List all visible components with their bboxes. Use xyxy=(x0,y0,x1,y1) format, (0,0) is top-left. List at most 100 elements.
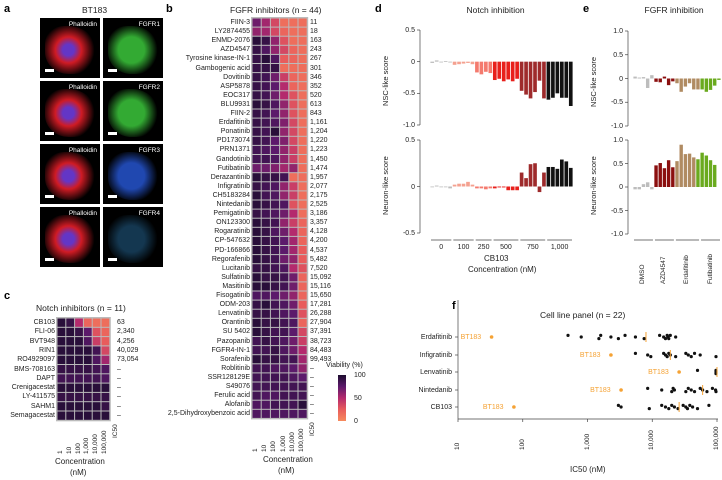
heatmap-cell xyxy=(280,364,289,373)
heatmap-cell xyxy=(252,182,261,191)
stain-label: FGFR2 xyxy=(138,84,160,91)
heatmap-cell xyxy=(280,409,289,418)
heatmap-cell xyxy=(83,327,92,337)
scale-bar xyxy=(108,258,117,261)
drug-label: ON123300 xyxy=(216,219,250,227)
heatmap-cell xyxy=(261,27,270,36)
heatmap-cell xyxy=(289,337,298,346)
drug-label: Infigratinib xyxy=(217,182,250,190)
heatmap-cell xyxy=(66,337,75,346)
ic50-value: 4,537 xyxy=(310,246,328,254)
drug-label: FIIN-3 xyxy=(230,19,250,26)
drug-label: Rogaratinib xyxy=(214,228,250,236)
drug-label: Sorafenib xyxy=(220,355,250,363)
panel-c-xlabel: Concentration xyxy=(55,457,105,466)
cell-line-point xyxy=(707,403,711,407)
heatmap-cell xyxy=(66,365,75,374)
heatmap-cell xyxy=(270,327,280,336)
cell-line-point xyxy=(714,355,718,359)
bar-grey xyxy=(434,60,439,62)
bar-crimson xyxy=(662,168,667,187)
ic50-value: 3,186 xyxy=(310,210,328,218)
bt183-label: BT183 xyxy=(590,386,611,394)
panel-b-xunit: (nM) xyxy=(278,466,295,475)
bar-red xyxy=(501,186,506,188)
cell-line-point xyxy=(672,388,677,392)
heatmap-cell xyxy=(298,191,307,200)
heatmap-cell xyxy=(280,227,289,236)
y-tick-label: 0.5 xyxy=(613,160,623,168)
heatmap-cell xyxy=(101,346,110,355)
bar-salmon xyxy=(470,61,475,65)
bar-red xyxy=(501,61,506,82)
bar-lightred xyxy=(484,61,488,72)
heatmap-cell xyxy=(298,82,307,91)
heatmap-cell xyxy=(298,45,307,54)
cell-line-point xyxy=(685,407,690,411)
drug-label: LY2874455 xyxy=(214,28,250,36)
bar-tan xyxy=(679,78,683,92)
heatmap-cell xyxy=(92,402,101,411)
bar-red xyxy=(506,61,511,80)
ic50-value: 3,357 xyxy=(310,219,328,227)
heatmap-cell xyxy=(298,409,307,418)
heatmap-cell xyxy=(289,364,298,373)
bar-crimson xyxy=(666,160,671,187)
heatmap-cell xyxy=(252,155,261,164)
heatmap-cell xyxy=(252,264,261,273)
cell-line-point xyxy=(698,386,702,390)
heatmap-cell xyxy=(252,282,261,291)
heatmap-cell xyxy=(298,236,307,245)
heatmap-cell xyxy=(261,273,270,282)
drug-label: 2,5-Dihydroxybenzoic acid xyxy=(167,410,250,418)
heatmap-cell xyxy=(66,318,75,327)
heatmap-cell xyxy=(252,191,261,200)
bar-lightred xyxy=(475,61,479,73)
heatmap-cell xyxy=(289,73,298,82)
cell-line-point xyxy=(689,388,693,392)
drug-label: CB103 xyxy=(33,319,55,326)
heatmap-cell xyxy=(298,127,307,136)
cell-line-point xyxy=(609,335,613,339)
bar-red xyxy=(506,186,511,191)
bar-grey xyxy=(448,186,452,189)
heatmap-cell xyxy=(280,73,289,82)
drug-label: Alofanib xyxy=(224,401,250,409)
heatmap-cell xyxy=(270,337,280,346)
ic50-value: – xyxy=(310,373,314,381)
ic50-value: 2,077 xyxy=(310,182,328,190)
bar-darkred xyxy=(519,172,524,187)
bar-red xyxy=(510,61,515,82)
heatmap-cell xyxy=(280,346,289,355)
bar-grey xyxy=(633,187,637,190)
heatmap-cell xyxy=(101,402,110,411)
drug-label: Derazantinib xyxy=(210,173,250,181)
bar-green xyxy=(717,78,721,80)
drug-label: Lucitanib xyxy=(221,264,250,272)
heatmap-cell xyxy=(270,227,280,236)
stain-label: Phalloidin xyxy=(68,210,97,217)
bar-crimson xyxy=(671,167,675,187)
cell-line-point xyxy=(616,337,620,341)
bar-black xyxy=(546,166,551,187)
cell-line-point xyxy=(646,353,650,357)
heatmap-cell xyxy=(252,18,261,27)
heatmap-cell xyxy=(270,264,280,273)
heatmap-cell xyxy=(298,100,307,109)
fgfr-micrograph: FGFR1 xyxy=(103,18,163,78)
heatmap-cell xyxy=(92,411,101,420)
drug-label: Fisogatinib xyxy=(216,292,250,299)
cell-line-point xyxy=(597,337,601,341)
drug-label: SU 5402 xyxy=(222,328,250,336)
heatmap-cell xyxy=(270,127,280,136)
heatmap-cell xyxy=(298,64,307,73)
bar-black xyxy=(568,167,573,187)
bar-darkred xyxy=(537,61,542,81)
scale-bar xyxy=(108,195,117,198)
heatmap-cell xyxy=(289,82,298,91)
heatmap-cell xyxy=(280,209,289,218)
cell-line-point xyxy=(660,388,664,392)
bar-grey xyxy=(645,78,650,88)
ic50-value: 38,723 xyxy=(310,337,332,345)
ic50-value: 1,204 xyxy=(310,128,328,136)
